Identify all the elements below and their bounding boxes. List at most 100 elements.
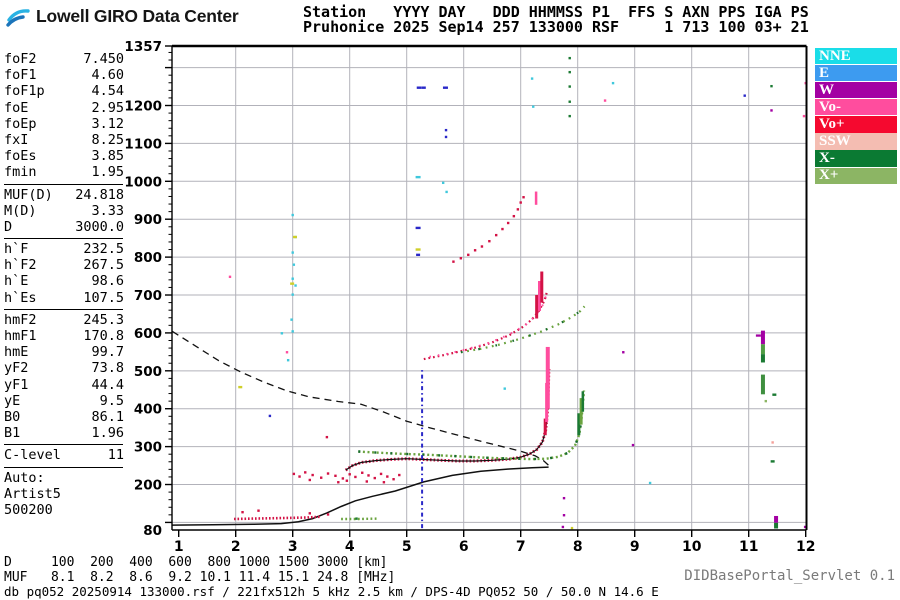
param-label: fxI xyxy=(4,131,29,148)
param-value: 3.12 xyxy=(91,115,124,132)
param-value: 7.450 xyxy=(83,51,124,67)
muf-row: MUF 8.1 8.2 8.6 9.2 10.1 11.4 15.1 24.8 … xyxy=(4,569,396,585)
echo-bar xyxy=(579,398,583,425)
x-tick-label: 7 xyxy=(516,539,526,555)
echo-bar xyxy=(760,330,765,345)
echo-dot xyxy=(268,414,272,418)
param-value: 4.54 xyxy=(91,83,124,100)
echo-dot xyxy=(631,443,635,447)
echo-dot xyxy=(568,56,571,60)
second-order-o-pink xyxy=(429,294,548,358)
legend-item-vo: Vo+ xyxy=(815,116,897,133)
echo-bar xyxy=(760,344,765,355)
echo-bar xyxy=(535,295,539,319)
param-label: M(D) xyxy=(4,202,37,219)
param-label: hmE xyxy=(4,344,29,361)
autoscaling-info-line: Artist5 xyxy=(4,485,61,502)
param-row-mufd: MUF(D) 24.818 xyxy=(4,187,124,203)
x-tick-label: 4 xyxy=(345,539,355,555)
echo-bar xyxy=(534,191,538,205)
echo-dot xyxy=(341,477,345,480)
echo-bar xyxy=(755,334,761,337)
echo-dot xyxy=(561,525,565,529)
param-value: 86.1 xyxy=(91,408,124,425)
echo-dot xyxy=(326,513,330,516)
echo-dot xyxy=(355,517,358,520)
param-row-b1: B1 1.96 xyxy=(4,425,124,441)
echo-dot xyxy=(562,514,566,517)
echo-bar xyxy=(577,413,581,436)
giro-wave-icon xyxy=(6,9,30,27)
file-info-line: db pq052 20250914 133000.rsf / 221fx512h… xyxy=(4,584,659,599)
true-height-profile xyxy=(172,466,549,526)
legend-item-vo: Vo- xyxy=(815,99,897,116)
x-tick-label: 2 xyxy=(231,539,241,555)
param-value: 8.25 xyxy=(91,131,124,148)
echo-dot xyxy=(290,318,293,321)
x-tick-label: 9 xyxy=(630,539,640,555)
station-header: Station YYYY DAY DDD HHMMSS P1 FFS S AXN… xyxy=(303,5,809,35)
param-row-clevel: C-level 11 xyxy=(4,447,124,463)
muf-distance-table: D 100 200 400 600 800 1000 1500 3000 [km… xyxy=(4,555,396,585)
param-value: 170.8 xyxy=(83,328,124,344)
echo-dot xyxy=(292,263,296,266)
param-row-hme: hmE 99.7 xyxy=(4,344,124,360)
echo-dot xyxy=(415,226,421,230)
echo-dot xyxy=(770,84,773,88)
x-tick-label: 11 xyxy=(739,539,758,555)
echo-dot xyxy=(280,332,284,335)
echo-dot xyxy=(568,70,571,74)
param-label: yF1 xyxy=(4,376,29,393)
echo-dot xyxy=(802,114,806,118)
param-row-ye: yE 9.5 xyxy=(4,393,124,409)
echo-dot xyxy=(308,478,311,482)
param-value: 99.7 xyxy=(91,344,124,361)
param-row-hmf1: hmF1 170.8 xyxy=(4,328,124,344)
param-label: h`Es xyxy=(4,289,37,306)
echo-dot xyxy=(772,393,777,396)
echo-dot xyxy=(367,474,370,477)
param-value: 232.5 xyxy=(83,241,124,258)
echo-dot xyxy=(622,351,625,354)
echo-dot xyxy=(325,435,329,439)
echo-dot xyxy=(770,460,775,463)
echo-dot xyxy=(522,196,525,199)
echo-dot xyxy=(568,85,571,88)
echo-dot xyxy=(290,282,295,285)
y-tick-label: 80 xyxy=(143,523,162,539)
autoscaling-info-line: Auto: xyxy=(4,469,45,486)
param-row-yf1: yF1 44.4 xyxy=(4,377,124,393)
second-order-x xyxy=(460,305,586,354)
echo-dot xyxy=(311,473,314,477)
echo-dot xyxy=(291,277,294,280)
servlet-version-label: DIDBasePortal_Servlet 0.1 xyxy=(684,568,895,584)
param-row-d: D 3000.0 xyxy=(4,219,124,235)
echo-dot xyxy=(308,512,311,515)
param-value: 2.95 xyxy=(91,99,124,116)
param-label: MUF(D) xyxy=(4,186,53,203)
y-tick-label: 1200 xyxy=(124,99,162,115)
echo-dot xyxy=(568,100,571,103)
param-value: 3000.0 xyxy=(75,218,124,235)
param-label: hmF1 xyxy=(4,328,37,344)
echo-dot xyxy=(334,474,337,478)
echo-bar xyxy=(774,522,779,529)
echo-dot xyxy=(603,99,607,102)
lowell-giro-logo: Lowell GIRO Data Center xyxy=(6,4,239,28)
separator xyxy=(4,444,123,446)
param-row-foe: foE 2.95 xyxy=(4,100,124,116)
param-row-hf2: h`F2 267.5 xyxy=(4,257,124,273)
echo-dot xyxy=(764,399,767,403)
y-tick-label: 500 xyxy=(134,364,162,380)
echo-dot xyxy=(803,525,807,529)
echo-direction-legend: NNE E W Vo- Vo+ SSW X- X+ xyxy=(815,48,897,185)
echo-dot xyxy=(532,105,535,108)
y-tick-label: 800 xyxy=(134,250,162,266)
echo-dot xyxy=(392,478,395,481)
echo-dot xyxy=(444,128,448,132)
echo-dot xyxy=(416,86,422,89)
echo-bar xyxy=(543,418,547,436)
x-tick-label: 6 xyxy=(459,539,469,555)
